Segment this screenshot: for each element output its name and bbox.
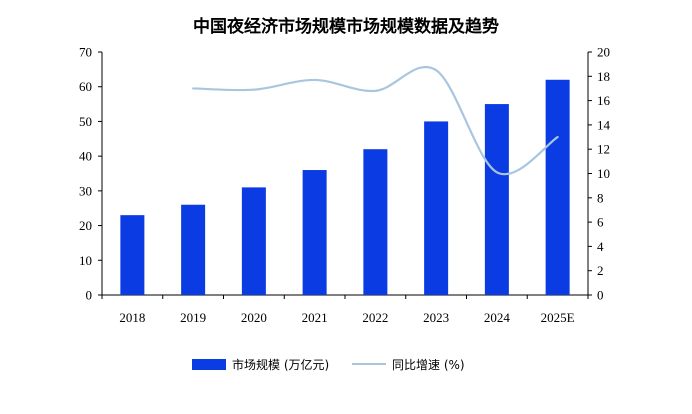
right-tick-label: 0 <box>597 288 604 303</box>
chart-title: 中国夜经济市场规模市场规模数据及趋势 <box>193 17 499 37</box>
legend-item-growth-rate: 同比增速 (%) <box>352 352 465 376</box>
left-tick-label: 70 <box>79 45 92 60</box>
growth-rate-point <box>314 79 316 81</box>
bar-market-size <box>363 149 388 295</box>
right-tick-label: 8 <box>597 190 604 205</box>
x-tick-label: 2022 <box>362 310 388 325</box>
bar-market-size <box>545 79 570 296</box>
left-tick-label: 60 <box>79 79 92 94</box>
x-tick-label: 2021 <box>302 310 328 325</box>
growth-rate-point <box>435 69 437 71</box>
left-tick-label: 10 <box>79 253 92 268</box>
left-tick-label: 50 <box>79 114 92 129</box>
right-tick-label: 16 <box>597 93 611 108</box>
x-tick-label: 2023 <box>423 310 449 325</box>
bar-market-size <box>424 121 449 295</box>
growth-rate-point <box>375 90 377 92</box>
legend-line-swatch <box>352 363 386 365</box>
right-tick-label: 14 <box>597 117 611 132</box>
left-tick-label: 20 <box>79 218 92 233</box>
axes-group <box>98 51 592 299</box>
right-tick-label: 2 <box>597 263 604 278</box>
x-tick-label: 2020 <box>241 310 267 325</box>
growth-rate-line <box>192 65 559 176</box>
bar-market-size <box>484 104 509 295</box>
legend-label-growth-rate: 同比增速 (%) <box>392 357 465 372</box>
labels-group: 0 10 20 30 40 50 60 70 0 2 4 6 8 10 12 14 16 18 20 2018 2019… <box>79 45 611 326</box>
bar-market-size <box>120 215 145 295</box>
x-tick-label: 2018 <box>119 310 145 325</box>
left-tick-label: 0 <box>86 288 93 303</box>
right-tick-label: 12 <box>597 142 610 157</box>
growth-rate-point <box>192 88 194 90</box>
left-tick-label: 40 <box>79 149 92 164</box>
right-tick-label: 10 <box>597 166 610 181</box>
growth-line-group <box>192 65 559 176</box>
right-tick-label: 18 <box>597 69 610 84</box>
legend-item-market-size: 市场规模 (万亿元) <box>192 352 329 376</box>
right-tick-label: 6 <box>597 215 604 230</box>
growth-rate-point <box>557 136 559 138</box>
legend-label-market-size: 市场规模 (万亿元) <box>232 357 330 372</box>
bar-market-size <box>181 204 206 295</box>
legend: 市场规模 (万亿元) 同比增速 (%) <box>0 352 692 376</box>
x-tick-label: 2025E <box>541 310 575 325</box>
x-tick-label: 2024 <box>484 310 511 325</box>
right-tick-label: 20 <box>597 45 610 60</box>
left-tick-label: 30 <box>79 183 92 198</box>
bar-market-size <box>302 170 327 295</box>
bars-group <box>120 79 570 296</box>
growth-rate-point <box>496 171 498 173</box>
right-tick-label: 4 <box>597 239 604 254</box>
x-tick-label: 2019 <box>180 310 206 325</box>
growth-rate-point <box>253 89 255 91</box>
legend-bar-swatch <box>192 358 226 370</box>
bar-market-size <box>241 187 266 295</box>
